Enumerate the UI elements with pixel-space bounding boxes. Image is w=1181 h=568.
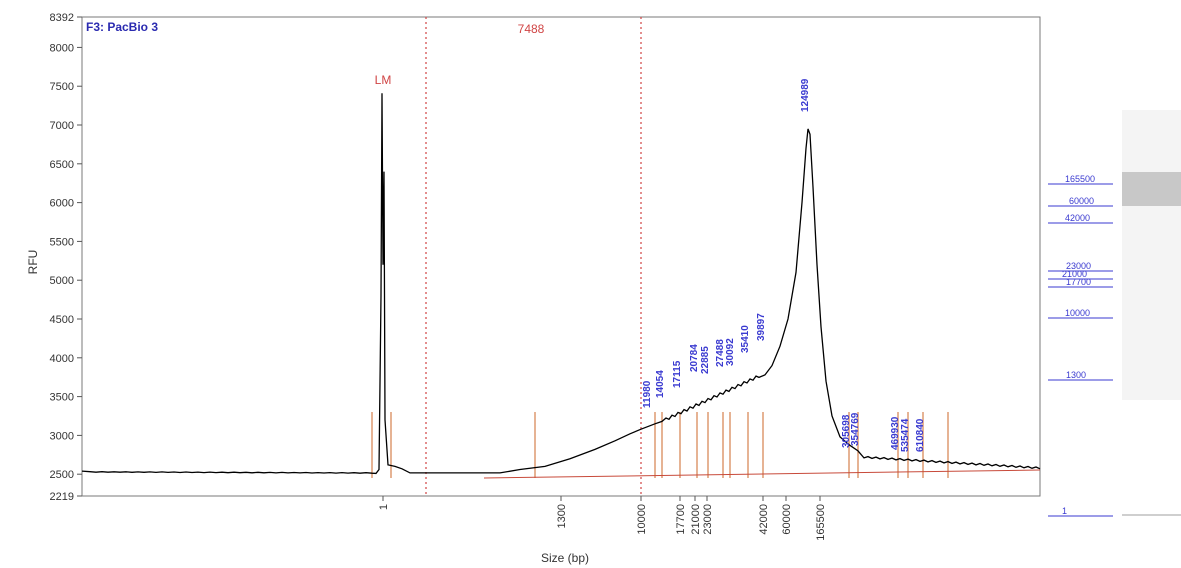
peak-label: 14054 xyxy=(655,370,666,398)
y-tick-label: 7500 xyxy=(50,81,74,93)
gel-ladder-label: 42000 xyxy=(1065,213,1090,223)
gel-ladder-label: 23000 xyxy=(1066,261,1091,271)
y-tick-label: 2500 xyxy=(50,469,74,481)
gel-ladder-label: 17700 xyxy=(1066,277,1091,287)
gel-lane xyxy=(1122,110,1181,400)
peak-label: 469930 xyxy=(890,416,901,450)
gel-ladder-label: 10000 xyxy=(1065,308,1090,318)
peak-label: 354769 xyxy=(850,412,861,446)
peak-label: 610840 xyxy=(915,418,926,452)
gel-band xyxy=(1122,172,1181,206)
y-tick-label: 3000 xyxy=(50,430,74,442)
y-tick-label: 5500 xyxy=(50,236,74,248)
x-tick-label: 21000 xyxy=(690,504,702,535)
gel-ladder-label: 60000 xyxy=(1069,196,1094,206)
y-tick-label: 4000 xyxy=(50,353,74,365)
peak-label: 20784 xyxy=(689,344,700,372)
x-tick-label: 1 xyxy=(378,504,390,510)
peak-label: 17115 xyxy=(672,360,683,388)
y-tick-label: 7000 xyxy=(50,120,74,132)
x-tick-label: 165500 xyxy=(815,504,827,541)
peak-label: 305698 xyxy=(841,414,852,448)
rfu-trace xyxy=(81,93,1041,475)
gel-ladder-label: 21000 xyxy=(1062,269,1087,279)
peak-label: 124989 xyxy=(800,78,811,112)
x-tick-label: 60000 xyxy=(781,504,793,535)
y-tick-label: 2219 xyxy=(50,491,74,503)
gel-ladder-label: 1 xyxy=(1062,506,1067,516)
y-tick-label: 8392 xyxy=(50,12,74,24)
region-label: 7488 xyxy=(518,22,545,36)
peak-label: 39897 xyxy=(756,313,767,341)
plot-area xyxy=(81,16,1041,497)
x-axis: 1 1300 10000 17700 21000 23000 42000 60000 16550… xyxy=(378,496,827,541)
gel-ladder-label: 165500 xyxy=(1065,174,1095,184)
lower-marker-label: LM xyxy=(375,73,392,87)
x-tick-label: 23000 xyxy=(702,504,714,535)
gel-ladder-label: 1300 xyxy=(1066,370,1086,380)
peak-label: 22885 xyxy=(700,346,711,374)
peak-label: 11980 xyxy=(642,380,653,408)
peak-label: 30092 xyxy=(725,338,736,366)
x-tick-label: 42000 xyxy=(758,504,770,535)
y-tick-label: 4500 xyxy=(50,314,74,326)
x-tick-label: 1300 xyxy=(556,504,568,528)
x-tick-label: 10000 xyxy=(636,504,648,535)
peak-labels: 11980 14054 17115 20784 22885 27488 30092 35410… xyxy=(642,78,926,452)
y-tick-label: 6500 xyxy=(50,159,74,171)
baseline xyxy=(483,469,1041,479)
y-tick-label: 5000 xyxy=(50,275,74,287)
chart-title: F3: PacBio 3 xyxy=(86,20,158,34)
x-tick-label: 17700 xyxy=(675,504,687,535)
y-tick-label: 8000 xyxy=(50,42,74,54)
y-axis-label: RFU xyxy=(26,250,40,275)
x-axis-label: Size (bp) xyxy=(541,551,589,565)
peak-label: 27488 xyxy=(715,339,726,367)
y-axis: 8392 8000 7500 7000 6500 6000 5500 5000 4500 4000… xyxy=(50,12,82,503)
peak-label: 535474 xyxy=(900,418,911,452)
y-tick-label: 3500 xyxy=(50,392,74,404)
peak-label: 35410 xyxy=(740,325,751,353)
y-tick-label: 6000 xyxy=(50,198,74,210)
